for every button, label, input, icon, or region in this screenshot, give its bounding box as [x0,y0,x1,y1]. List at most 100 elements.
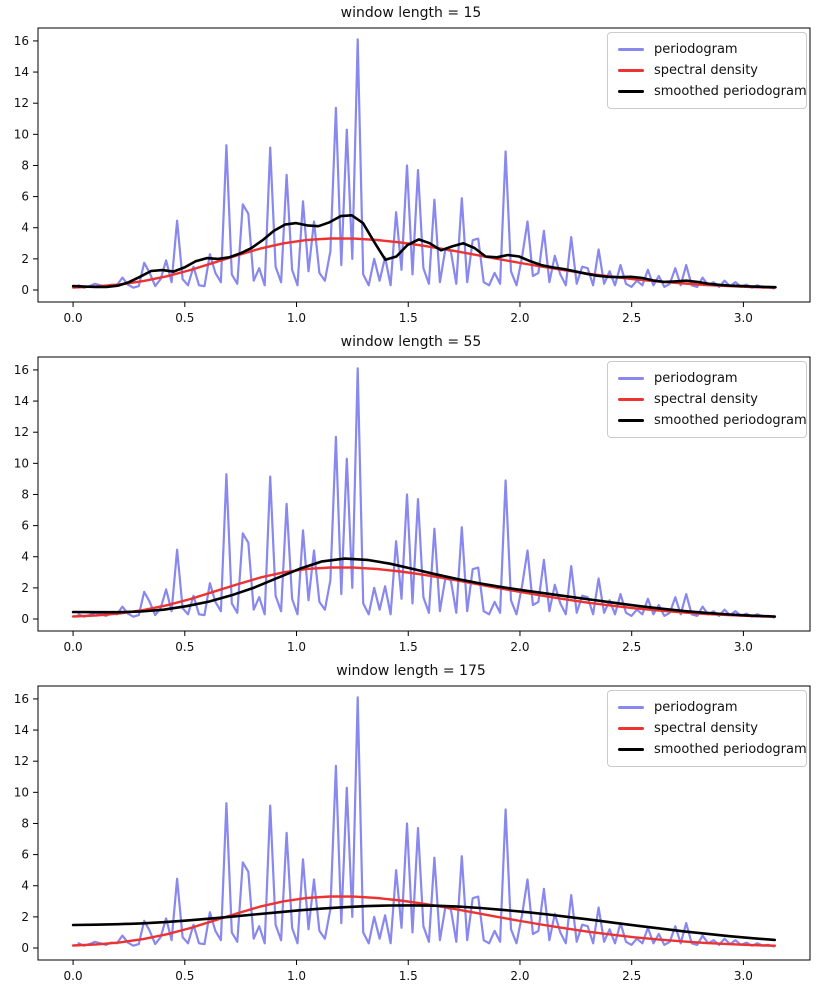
legend-label: smoothed periodogram [654,84,807,99]
svg-text:14: 14 [14,394,29,408]
svg-text:8: 8 [21,158,29,172]
svg-text:1.0: 1.0 [287,311,306,325]
svg-text:16: 16 [14,692,29,706]
y-axis: 0 2 4 6 8 10 12 14 16 [14,692,38,955]
svg-text:0.5: 0.5 [175,311,194,325]
legend-box: periodogram spectral density smoothed pe… [607,361,807,438]
subplot-window-55: window length = 55 0.0 0.5 1.0 1.5 2.0 2.5 3.0… [0,329,822,658]
legend-label: smoothed periodogram [654,742,807,757]
legend-item-smoothed-periodogram: smoothed periodogram [618,410,807,431]
plot-title: window length = 55 [340,334,482,350]
legend-item-smoothed-periodogram: smoothed periodogram [618,81,807,102]
smoothed-periodogram-line-icon [618,748,644,751]
svg-text:10: 10 [14,456,29,470]
plot-area: 0.0 0.5 1.0 1.5 2.0 2.5 3.0 0 2 4 6 8 10 12 14 16 perio… [0,682,822,987]
periodogram-line-icon [618,48,644,51]
svg-text:3.0: 3.0 [734,311,753,325]
smoothed-periodogram-series [71,214,777,289]
svg-text:2.0: 2.0 [510,311,529,325]
periodogram-line-icon [618,377,644,380]
svg-text:8: 8 [21,487,29,501]
svg-text:1.5: 1.5 [399,640,418,654]
svg-text:1.0: 1.0 [287,640,306,654]
svg-text:12: 12 [14,425,29,439]
plot-area: 0.0 0.5 1.0 1.5 2.0 2.5 3.0 0 2 4 6 8 10 12 14 16 perio… [0,24,822,329]
y-axis: 0 2 4 6 8 10 12 14 16 [14,34,38,297]
legend-item-periodogram: periodogram [618,697,798,718]
svg-text:2.0: 2.0 [510,969,529,983]
svg-text:2: 2 [21,581,29,595]
legend-label: periodogram [654,371,738,386]
svg-text:1.5: 1.5 [399,969,418,983]
legend-item-smoothed-periodogram: smoothed periodogram [618,739,807,760]
y-axis: 0 2 4 6 8 10 12 14 16 [14,363,38,626]
svg-text:6: 6 [21,848,29,862]
chart-canvas-window-175: 0.0 0.5 1.0 1.5 2.0 2.5 3.0 0 2 4 6 8 10 12 14 16 [14,685,811,983]
svg-text:1.5: 1.5 [399,311,418,325]
svg-text:0.0: 0.0 [64,311,83,325]
subplot-window-175: window length = 175 0.0 0.5 1.0 1.5 2.0 2.5 3.… [0,658,822,987]
svg-text:0: 0 [21,941,29,955]
legend-label: spectral density [654,63,758,78]
spectral-density-series [71,895,777,947]
svg-text:14: 14 [14,723,29,737]
svg-text:3.0: 3.0 [734,640,753,654]
legend-label: spectral density [654,721,758,736]
svg-text:12: 12 [14,96,29,110]
svg-text:0.0: 0.0 [64,969,83,983]
svg-text:2.5: 2.5 [622,969,641,983]
plot-area: 0.0 0.5 1.0 1.5 2.0 2.5 3.0 0 2 4 6 8 10 12 14 16 perio… [0,353,822,658]
svg-text:12: 12 [14,754,29,768]
smoothed-periodogram-line-icon [618,90,644,93]
subplot-window-15: window length = 15 0.0 0.5 1.0 1.5 2.0 2.5 3.0… [0,0,822,329]
svg-text:2.5: 2.5 [622,311,641,325]
svg-text:2: 2 [21,910,29,924]
periodogram-line-icon [618,706,644,709]
svg-text:14: 14 [14,65,29,79]
svg-text:6: 6 [21,190,29,204]
svg-text:0: 0 [21,612,29,626]
svg-text:6: 6 [21,519,29,533]
legend-box: periodogram spectral density smoothed pe… [607,690,807,767]
legend-item-spectral-density: spectral density [618,389,798,410]
smoothed-periodogram-series [71,557,777,618]
legend-box: periodogram spectral density smoothed pe… [607,32,807,109]
legend-label: periodogram [654,42,738,57]
x-axis: 0.0 0.5 1.0 1.5 2.0 2.5 3.0 [64,631,753,654]
legend-item-periodogram: periodogram [618,368,798,389]
plot-title: window length = 175 [336,663,486,679]
legend-item-spectral-density: spectral density [618,60,798,81]
svg-text:1.0: 1.0 [287,969,306,983]
svg-text:16: 16 [14,34,29,48]
svg-text:0.0: 0.0 [64,640,83,654]
spectral-density-line-icon [618,727,644,730]
svg-text:16: 16 [14,363,29,377]
legend-label: periodogram [654,700,738,715]
legend-item-spectral-density: spectral density [618,718,798,739]
spectral-density-line-icon [618,398,644,401]
legend-item-periodogram: periodogram [618,39,798,60]
spectral-density-line-icon [618,69,644,72]
smoothed-periodogram-series [71,904,777,942]
chart-canvas-window-15: 0.0 0.5 1.0 1.5 2.0 2.5 3.0 0 2 4 6 8 10 12 14 16 [14,27,811,325]
svg-text:2.0: 2.0 [510,640,529,654]
svg-text:0: 0 [21,283,29,297]
svg-text:0.5: 0.5 [175,640,194,654]
svg-text:2: 2 [21,252,29,266]
svg-text:3.0: 3.0 [734,969,753,983]
legend-label: smoothed periodogram [654,413,807,428]
svg-text:4: 4 [21,550,29,564]
chart-canvas-window-55: 0.0 0.5 1.0 1.5 2.0 2.5 3.0 0 2 4 6 8 10 12 14 16 [14,356,811,654]
legend-label: spectral density [654,392,758,407]
svg-text:4: 4 [21,879,29,893]
x-axis: 0.0 0.5 1.0 1.5 2.0 2.5 3.0 [64,302,753,325]
svg-text:10: 10 [14,785,29,799]
x-axis: 0.0 0.5 1.0 1.5 2.0 2.5 3.0 [64,960,753,983]
svg-text:4: 4 [21,221,29,235]
svg-text:0.5: 0.5 [175,969,194,983]
svg-text:8: 8 [21,816,29,830]
svg-text:10: 10 [14,127,29,141]
plot-title: window length = 15 [340,5,482,21]
spectral-density-series [71,566,777,618]
